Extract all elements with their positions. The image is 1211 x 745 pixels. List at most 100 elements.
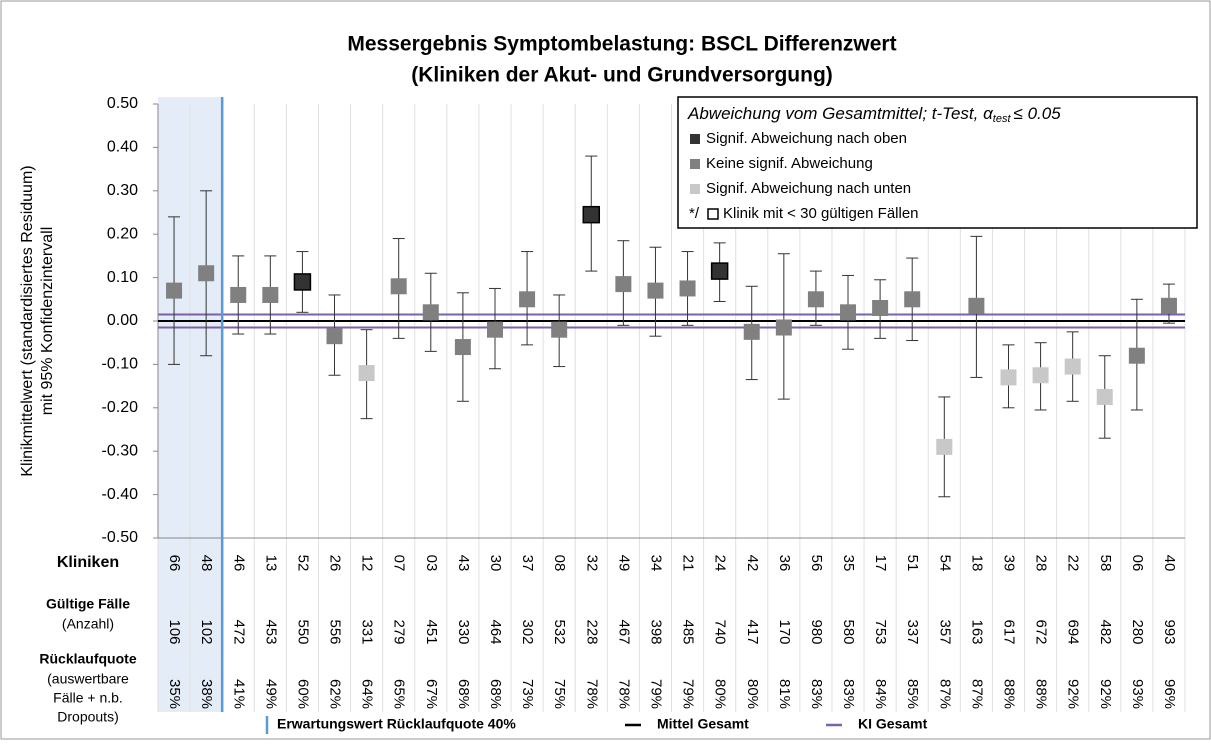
response-rate: 85% xyxy=(904,679,921,709)
legend-swatch xyxy=(690,184,700,194)
legend-swatch xyxy=(690,134,700,144)
clinic-label: 66 xyxy=(166,555,183,572)
cases-value: 302 xyxy=(519,619,536,644)
cases-value: 482 xyxy=(1097,619,1114,644)
cases-value: 337 xyxy=(904,619,921,644)
response-rate: 87% xyxy=(936,679,953,709)
response-rate: 78% xyxy=(615,679,632,709)
point xyxy=(1160,297,1177,314)
point xyxy=(454,339,471,356)
response-rate: 65% xyxy=(391,679,408,709)
y-tick-label: 0.20 xyxy=(107,225,138,242)
cases-value: 453 xyxy=(262,619,279,644)
y-axis-label: Klinikmittelwert (standardisiertes Resid… xyxy=(19,165,36,476)
point xyxy=(1000,369,1017,386)
clinic-label: 52 xyxy=(294,555,311,572)
clinic-label: 36 xyxy=(776,555,793,572)
clinic-label: 17 xyxy=(872,555,889,572)
cases-value: 617 xyxy=(1001,619,1018,644)
cases-value: 485 xyxy=(680,619,697,644)
response-rate: 68% xyxy=(487,679,504,709)
clinic-label: 12 xyxy=(359,555,376,572)
cases-value: 672 xyxy=(1033,619,1050,644)
response-rate: 38% xyxy=(198,679,215,709)
cases-value: 753 xyxy=(872,619,889,644)
cases-value: 330 xyxy=(455,619,472,644)
response-rate: 87% xyxy=(968,679,985,709)
clinic-label: 08 xyxy=(551,555,568,572)
legend-swatch xyxy=(690,159,700,169)
row-label: Gültige Fälle xyxy=(46,596,130,612)
clinic-label: 39 xyxy=(1001,555,1018,572)
clinic-label: 42 xyxy=(744,555,761,572)
y-tick-label: -0.10 xyxy=(102,356,139,373)
cases-value: 280 xyxy=(1129,619,1146,644)
response-rate: 84% xyxy=(872,679,889,709)
clinic-label: 40 xyxy=(1161,555,1178,572)
response-rate: 80% xyxy=(712,679,729,709)
y-axis-label: mit 95% Konfidenzintervall xyxy=(39,227,56,416)
legend-title-text: Abweichung vom Gesamtmittel; t-Test, α xyxy=(687,104,994,123)
row-sublabel: Dropouts) xyxy=(57,709,118,725)
point xyxy=(519,291,536,308)
response-rate: 49% xyxy=(262,679,279,709)
clinic-label: 54 xyxy=(936,555,953,572)
cases-value: 740 xyxy=(712,619,729,644)
clinic-label: 46 xyxy=(230,555,247,572)
point xyxy=(615,276,632,293)
response-rate: 81% xyxy=(776,679,793,709)
response-rate: 41% xyxy=(230,679,247,709)
y-tick-label: 0.40 xyxy=(107,139,138,156)
clinic-label: 06 xyxy=(1129,555,1146,572)
row-sublabel: (auswertbare xyxy=(47,671,129,687)
point xyxy=(166,282,183,299)
legend-label: Erwartungswert Rücklaufquote 40% xyxy=(277,716,516,732)
cases-value: 532 xyxy=(551,619,568,644)
cases-value: 993 xyxy=(1161,619,1178,644)
point xyxy=(807,291,824,308)
cases-value: 102 xyxy=(198,619,215,644)
legend-title-sub: test xyxy=(993,113,1012,125)
cases-value: 550 xyxy=(294,619,311,644)
point xyxy=(872,299,889,316)
response-rate: 75% xyxy=(551,679,568,709)
clinic-label: 13 xyxy=(262,555,279,572)
y-tick-label: 0.50 xyxy=(107,95,138,112)
point xyxy=(358,365,375,382)
point xyxy=(230,286,247,303)
cases-value: 694 xyxy=(1065,619,1082,644)
point xyxy=(326,328,343,345)
response-rate: 64% xyxy=(359,679,376,709)
cases-value: 170 xyxy=(776,619,793,644)
legend-title-end: ≤ 0.05 xyxy=(1014,104,1062,123)
cases-value: 472 xyxy=(230,619,247,644)
point xyxy=(904,291,921,308)
cases-value: 163 xyxy=(968,619,985,644)
clinic-label: 30 xyxy=(487,555,504,572)
cases-value: 556 xyxy=(327,619,344,644)
cases-value: 451 xyxy=(423,619,440,644)
cases-value: 228 xyxy=(583,619,600,644)
point xyxy=(1064,358,1081,375)
y-tick-label: 0.00 xyxy=(107,312,138,329)
response-rate: 67% xyxy=(423,679,440,709)
clinic-label: 37 xyxy=(519,555,536,572)
cases-value: 357 xyxy=(936,619,953,644)
response-rate: 93% xyxy=(1129,679,1146,709)
clinic-label: 28 xyxy=(1033,555,1050,572)
legend-prefix: */ xyxy=(689,205,700,222)
point xyxy=(710,262,729,280)
point xyxy=(1128,347,1145,364)
point xyxy=(198,265,215,282)
point xyxy=(422,304,439,321)
row-sublabel: Fälle + n.b. xyxy=(53,690,123,706)
cases-value: 464 xyxy=(487,619,504,644)
clinic-label: 03 xyxy=(423,555,440,572)
clinic-label: 35 xyxy=(840,555,857,572)
clinic-label: 58 xyxy=(1097,555,1114,572)
clinic-label: 43 xyxy=(455,555,472,572)
row-label: Rücklaufquote xyxy=(39,651,136,667)
clinic-label: 34 xyxy=(647,555,664,572)
chart-title: Messergebnis Symptombelastung: BSCL Diff… xyxy=(347,33,896,56)
